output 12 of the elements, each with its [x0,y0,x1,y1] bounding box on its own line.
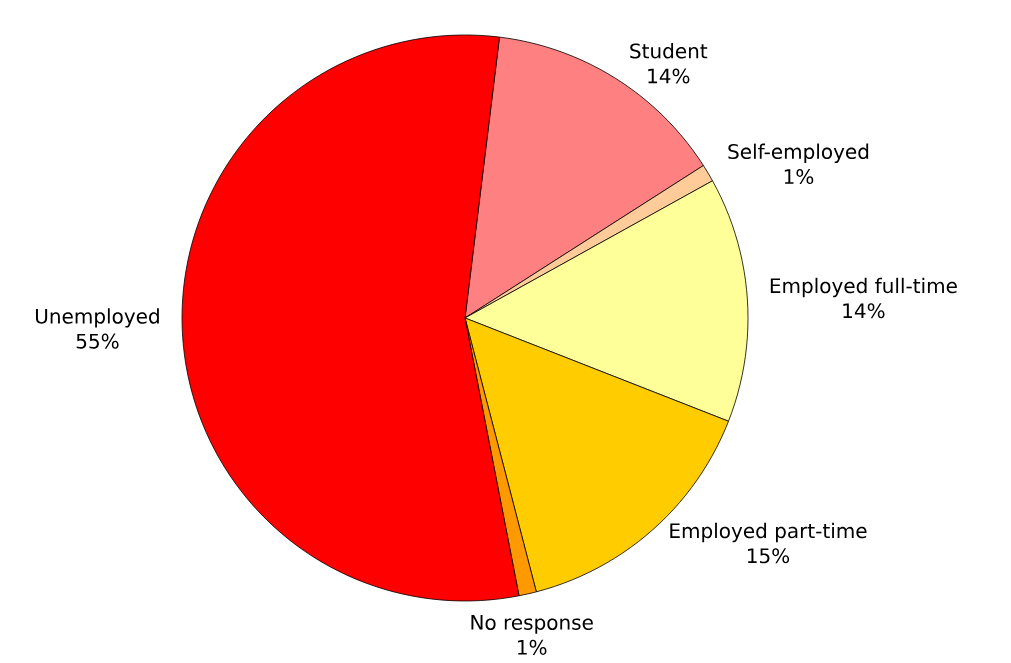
slice-label: Student [630,43,708,59]
data-label: 1% [518,639,547,655]
data-label: 14% [843,303,885,319]
slice-label: Self-employed [728,143,869,163]
data-label: 55% [76,333,119,349]
slice-label: Employed full-time [770,277,957,298]
slice-label: Unemployed [35,308,159,328]
slice-label: Employed part-time [670,522,867,543]
data-label: 1% [784,168,814,185]
data-label: 14% [648,68,690,84]
slice-label: No response [471,615,593,634]
data-label: 15% [747,548,790,564]
